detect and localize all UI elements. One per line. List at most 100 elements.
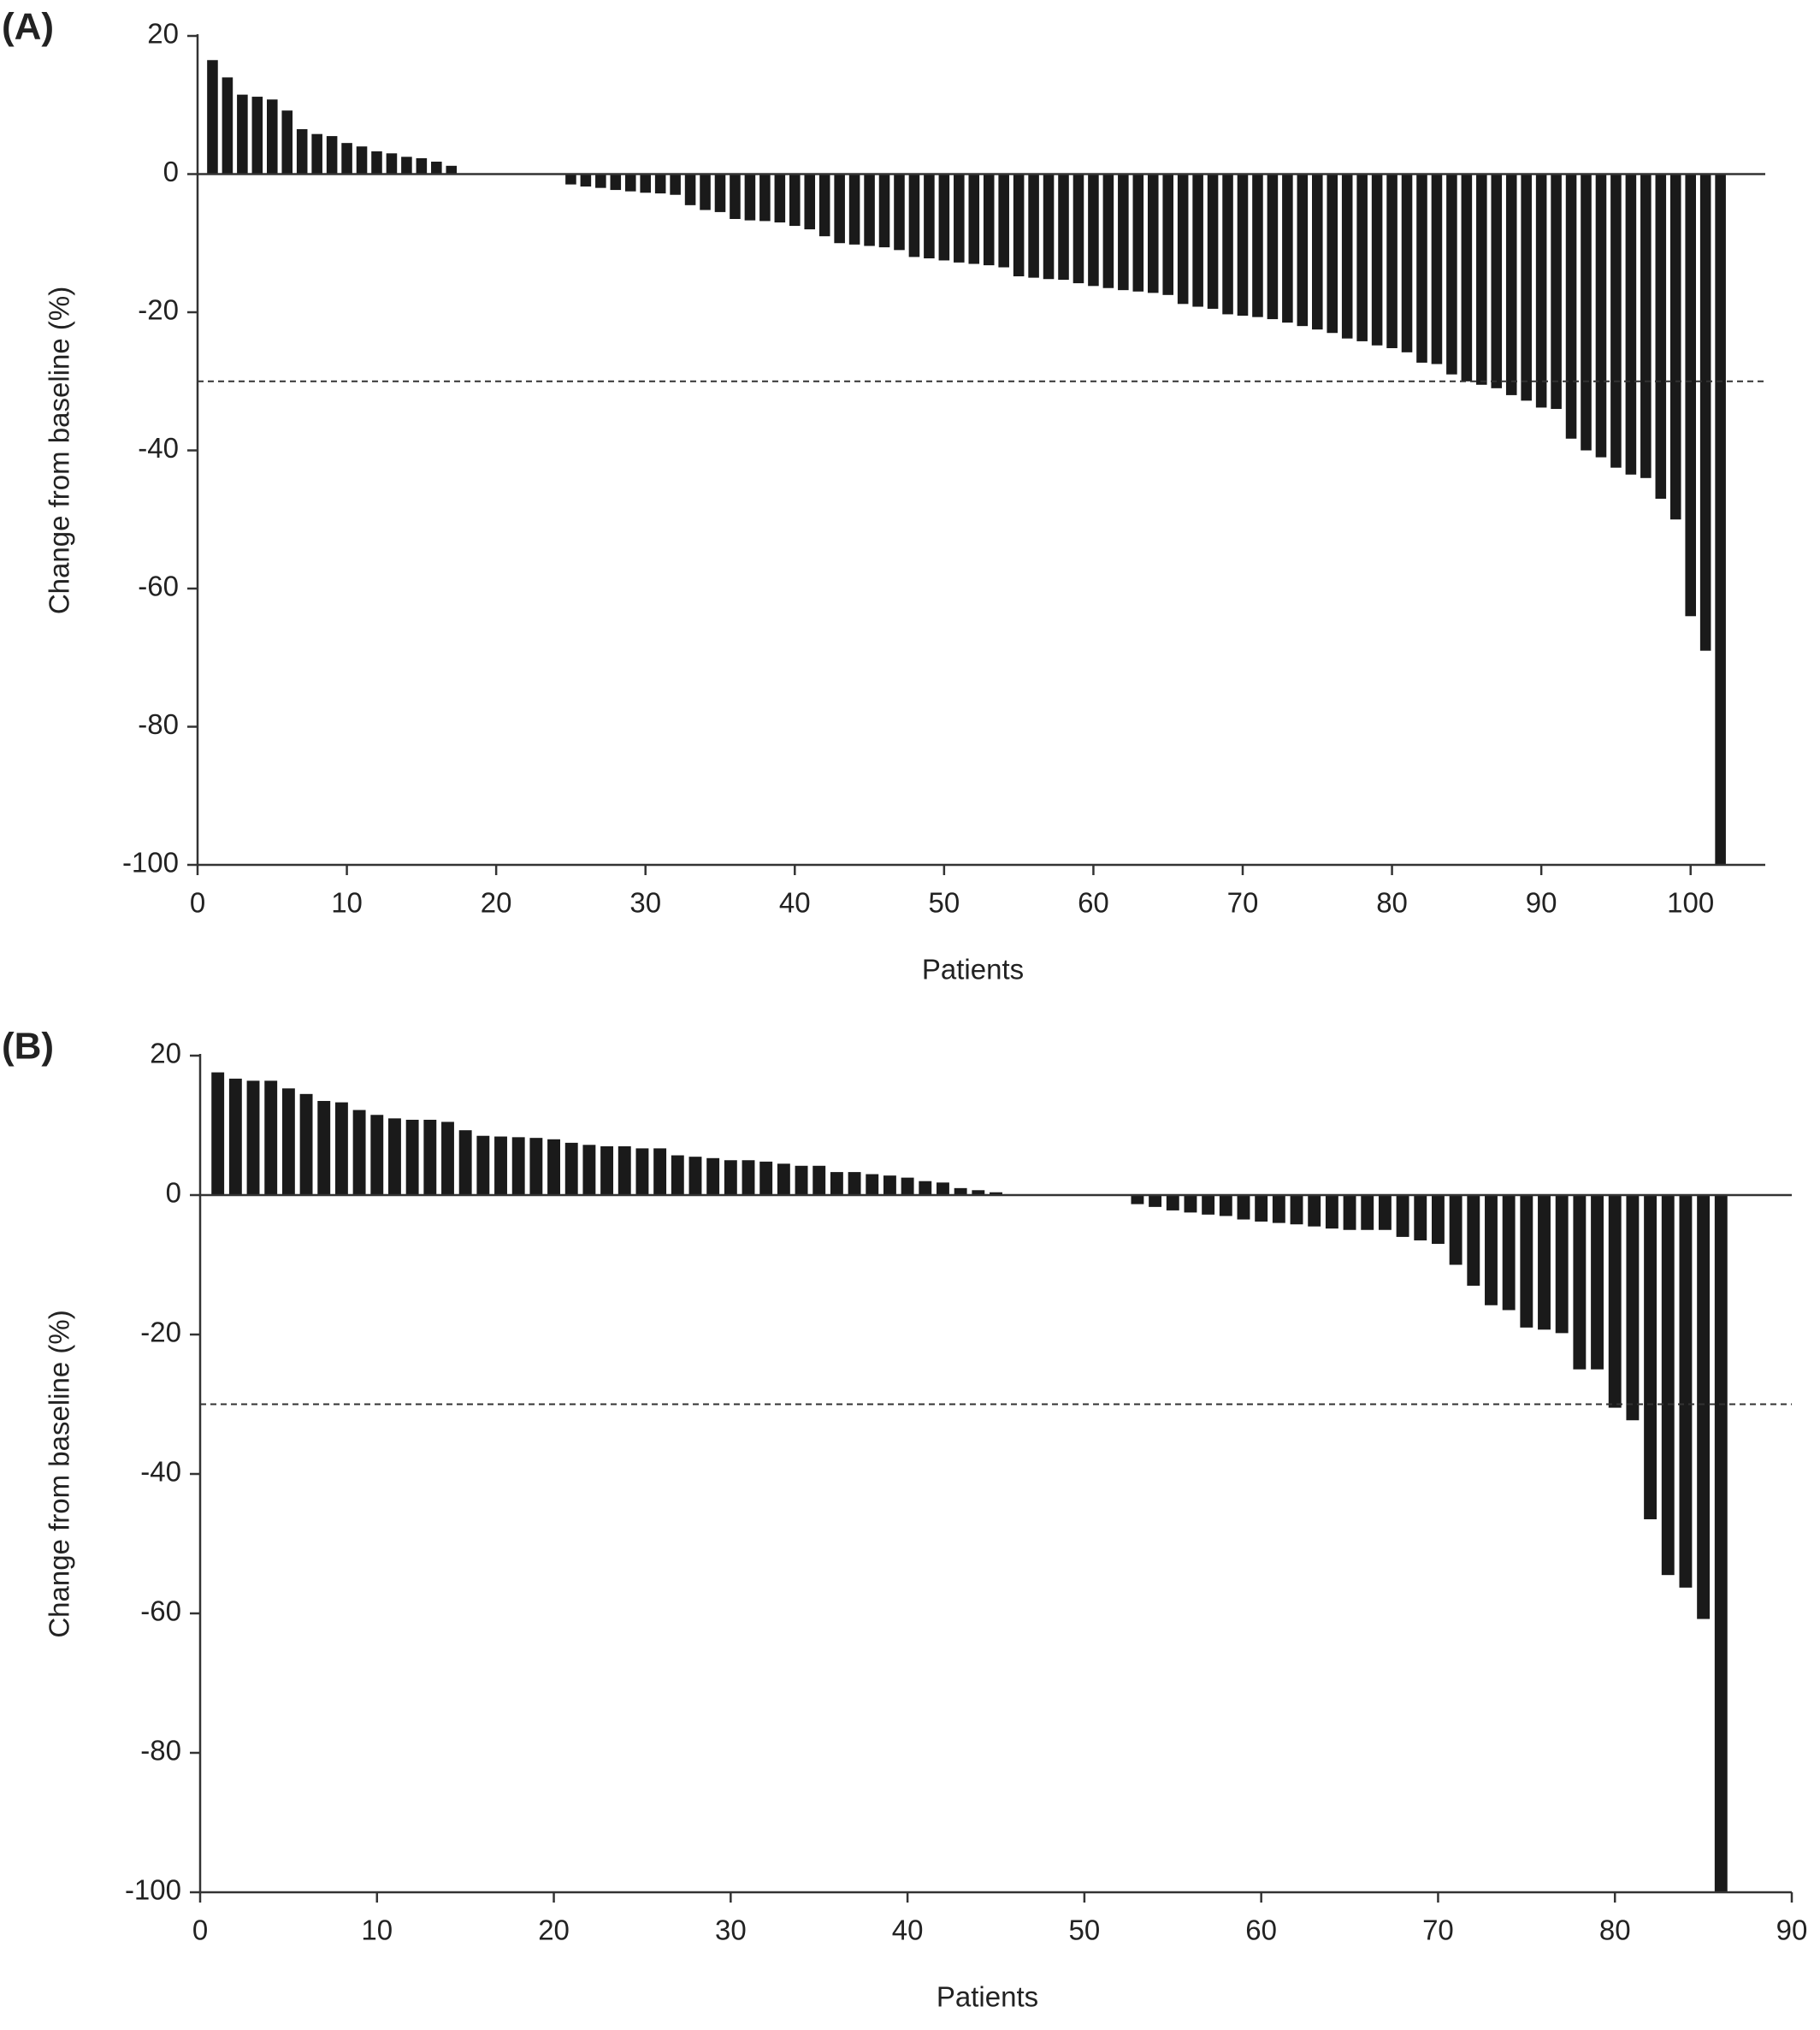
bar xyxy=(744,174,756,221)
bar xyxy=(1386,174,1398,348)
bar xyxy=(848,1172,861,1195)
bar xyxy=(356,146,368,175)
y-tick-label: -20 xyxy=(138,294,179,326)
bar xyxy=(334,1102,348,1195)
bar xyxy=(1610,174,1622,468)
bar xyxy=(1485,1195,1498,1305)
bar xyxy=(386,153,398,175)
bar xyxy=(1644,1195,1658,1519)
x-tick-label: 50 xyxy=(928,887,960,919)
bar xyxy=(1661,1195,1675,1576)
bar xyxy=(1102,174,1114,288)
bar xyxy=(1132,174,1144,292)
bar xyxy=(804,174,816,230)
bar xyxy=(370,1115,384,1195)
bar xyxy=(924,174,935,259)
bar xyxy=(1431,174,1443,364)
x-tick-label: 20 xyxy=(481,887,512,919)
bar xyxy=(954,174,965,263)
bar xyxy=(299,1093,313,1195)
bar xyxy=(1625,174,1637,475)
bar xyxy=(281,110,293,175)
bar xyxy=(341,143,352,175)
bar xyxy=(998,174,1009,268)
bar xyxy=(1177,174,1189,305)
bar xyxy=(251,97,263,175)
bar xyxy=(595,174,606,188)
y-axis-label: Change from baseline (%) xyxy=(44,1310,75,1637)
bar xyxy=(1697,1195,1711,1619)
bar xyxy=(1312,174,1323,330)
bar xyxy=(789,174,801,227)
bar xyxy=(529,1138,543,1195)
bar xyxy=(317,1100,331,1195)
bar xyxy=(1282,174,1293,323)
y-tick-label: 0 xyxy=(166,1177,181,1209)
bar xyxy=(1162,174,1173,295)
bar xyxy=(866,1174,879,1195)
bar xyxy=(1192,174,1203,307)
bar xyxy=(968,174,980,264)
bar xyxy=(401,157,412,175)
bar xyxy=(624,174,636,192)
bar xyxy=(458,1130,472,1195)
bar xyxy=(1118,174,1129,291)
bar xyxy=(296,129,308,175)
panel-label: (A) xyxy=(2,6,54,48)
bar xyxy=(937,1182,949,1195)
x-tick-label: 40 xyxy=(779,887,811,919)
bar xyxy=(423,1119,437,1195)
x-tick-label: 60 xyxy=(1245,1915,1277,1946)
bar xyxy=(1072,174,1084,284)
bar xyxy=(688,1157,702,1195)
x-tick-label: 10 xyxy=(331,887,363,919)
bar xyxy=(1131,1195,1144,1204)
bar xyxy=(830,1172,843,1195)
bar xyxy=(706,1157,720,1195)
bar xyxy=(938,174,950,261)
y-tick-label: -100 xyxy=(125,1874,181,1906)
bar xyxy=(371,151,382,175)
y-tick-label: -80 xyxy=(140,1735,181,1767)
bar xyxy=(1640,174,1652,478)
bar xyxy=(834,174,845,244)
bar xyxy=(511,1137,525,1195)
bar xyxy=(580,174,592,187)
bar xyxy=(1255,1195,1268,1222)
bar xyxy=(431,161,442,175)
bar xyxy=(1207,174,1219,309)
x-tick-label: 90 xyxy=(1776,1915,1808,1946)
bar xyxy=(883,1175,896,1195)
bar xyxy=(919,1181,932,1195)
bar xyxy=(1655,174,1667,500)
bar xyxy=(1626,1195,1640,1421)
y-tick-label: -40 xyxy=(140,1456,181,1488)
bar xyxy=(1521,174,1532,401)
x-tick-label: 30 xyxy=(715,1915,747,1946)
bar xyxy=(714,174,726,212)
bar xyxy=(777,1163,790,1195)
y-tick-label: -60 xyxy=(138,571,179,602)
bar xyxy=(1219,1195,1232,1216)
x-tick-label: 0 xyxy=(190,887,205,919)
bar xyxy=(1714,1195,1728,1892)
bar xyxy=(405,1119,419,1195)
bar xyxy=(908,174,920,257)
bar xyxy=(1308,1195,1321,1227)
bar xyxy=(700,174,711,210)
bar xyxy=(1341,174,1353,339)
bar xyxy=(565,174,576,185)
bar xyxy=(211,1072,225,1195)
bar xyxy=(207,60,218,175)
bar xyxy=(635,1148,649,1195)
bar xyxy=(1237,1195,1250,1220)
bar xyxy=(1591,1195,1604,1370)
bar xyxy=(670,174,681,195)
bar xyxy=(1449,1195,1462,1265)
bar xyxy=(1685,174,1696,617)
bar xyxy=(1361,1195,1374,1230)
bar xyxy=(1467,1195,1480,1286)
bar xyxy=(1343,1195,1356,1230)
bar xyxy=(1565,174,1577,439)
